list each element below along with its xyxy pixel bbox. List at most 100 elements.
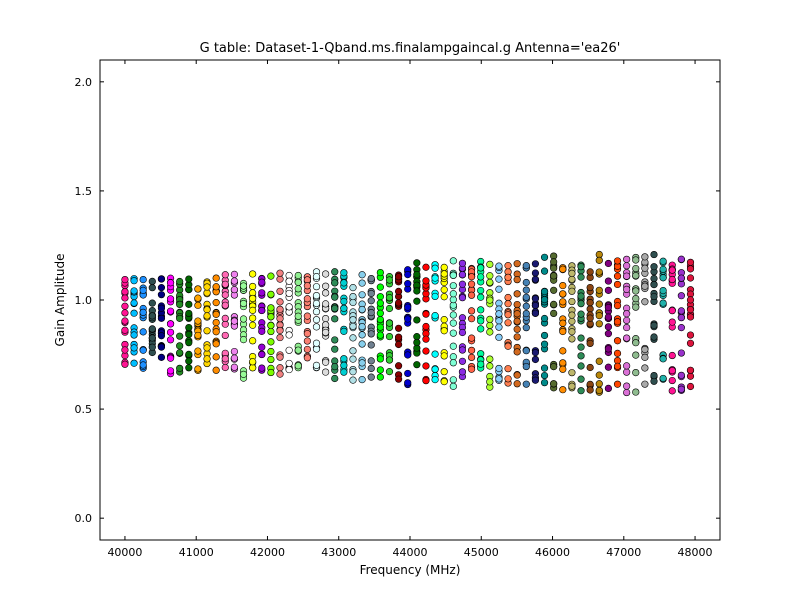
data-point	[121, 326, 129, 334]
data-point	[550, 286, 558, 294]
data-point	[221, 280, 229, 288]
data-point	[349, 322, 357, 331]
data-point	[449, 353, 457, 361]
data-point	[394, 273, 403, 281]
data-point	[276, 298, 284, 306]
data-point	[449, 376, 457, 384]
data-point	[586, 339, 594, 348]
data-point	[203, 283, 211, 291]
data-point	[522, 278, 530, 287]
data-point	[668, 275, 676, 284]
data-point	[486, 362, 494, 370]
data-point	[531, 294, 540, 303]
data-point	[358, 340, 366, 348]
data-point	[203, 355, 211, 363]
data-point	[604, 330, 613, 338]
data-point	[267, 368, 275, 377]
data-point	[139, 308, 147, 316]
data-point	[449, 311, 457, 319]
data-point	[613, 302, 622, 310]
x-tick-label: 44000	[393, 546, 428, 559]
x-tick-label: 45000	[464, 546, 499, 559]
x-tick-label: 46000	[535, 546, 570, 559]
data-point	[413, 361, 421, 369]
data-point	[176, 314, 184, 322]
data-point	[540, 331, 549, 340]
data-point	[349, 334, 357, 342]
data-point	[185, 339, 193, 347]
data-point	[376, 283, 384, 291]
data-point	[595, 312, 603, 320]
data-point	[194, 285, 202, 293]
data-point	[312, 323, 321, 331]
y-axis-label: Gain Amplitude	[53, 254, 67, 347]
data-point	[267, 355, 275, 364]
data-point	[540, 253, 549, 261]
data-point	[632, 256, 640, 264]
x-tick-label: 48000	[678, 546, 713, 559]
data-point	[604, 313, 613, 321]
data-point	[267, 304, 275, 312]
data-point	[568, 269, 576, 277]
data-point	[130, 299, 138, 307]
data-point	[550, 258, 558, 266]
data-point	[550, 309, 558, 317]
data-point	[568, 311, 576, 319]
data-point	[340, 279, 348, 287]
data-point	[322, 358, 330, 366]
data-point	[212, 310, 220, 318]
data-point	[467, 280, 476, 288]
data-point	[203, 306, 211, 314]
data-point	[604, 345, 613, 353]
data-point	[294, 278, 302, 286]
data-point	[668, 318, 676, 326]
data-point	[258, 306, 266, 315]
data-point	[458, 357, 467, 365]
data-point	[623, 334, 631, 342]
data-point	[349, 347, 357, 355]
data-point	[486, 272, 494, 280]
data-point	[467, 273, 476, 281]
data-point	[522, 302, 530, 310]
data-point	[212, 353, 220, 361]
data-point	[677, 371, 685, 379]
data-point	[157, 304, 166, 312]
data-point	[376, 268, 384, 277]
data-point	[650, 371, 658, 380]
data-point	[677, 307, 685, 315]
data-point	[513, 317, 521, 325]
data-point	[148, 284, 156, 292]
data-point	[285, 277, 293, 285]
data-point	[185, 350, 193, 359]
data-point	[486, 315, 494, 323]
data-point	[586, 386, 594, 394]
data-point	[422, 347, 430, 355]
data-point	[312, 273, 321, 281]
data-point	[221, 301, 229, 309]
data-point	[595, 286, 603, 294]
data-point	[623, 382, 631, 390]
data-point	[449, 257, 457, 265]
data-point	[294, 285, 302, 293]
data-point	[394, 362, 403, 370]
data-point	[522, 362, 530, 371]
data-point	[404, 379, 412, 387]
data-point	[185, 323, 193, 332]
data-point	[613, 272, 622, 280]
data-point	[440, 368, 448, 376]
data-point	[230, 286, 239, 294]
data-point	[249, 282, 257, 291]
data-point	[212, 340, 220, 348]
data-point	[212, 283, 220, 291]
data-point	[176, 364, 184, 372]
data-point	[331, 374, 339, 383]
data-point	[668, 367, 676, 375]
data-point	[659, 274, 667, 282]
data-point	[604, 303, 613, 312]
data-point	[239, 299, 248, 308]
data-point	[221, 314, 229, 322]
data-point	[166, 354, 175, 362]
data-point	[623, 316, 631, 325]
data-point	[686, 331, 695, 339]
data-point	[458, 280, 467, 288]
